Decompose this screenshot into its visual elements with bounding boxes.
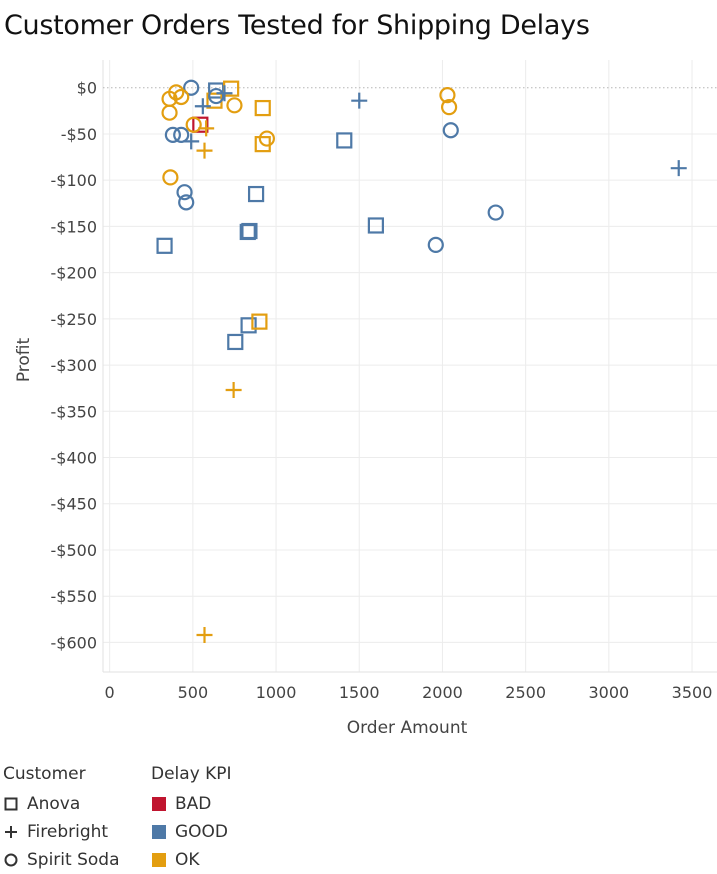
legend-item-ok[interactable]: OK bbox=[151, 846, 232, 874]
point-spirit-soda[interactable] bbox=[162, 169, 179, 186]
point-spirit-soda[interactable] bbox=[487, 204, 504, 221]
legend-label: GOOD bbox=[175, 822, 229, 842]
x-tick-label: 2500 bbox=[505, 683, 546, 702]
y-tick-label: -$400 bbox=[51, 449, 98, 468]
y-axis-title: Profit bbox=[14, 337, 34, 382]
y-tick-label: -$600 bbox=[51, 633, 98, 652]
color-swatch-bad bbox=[151, 796, 167, 812]
x-tick-label: 3000 bbox=[588, 683, 629, 702]
legend-label: Firebright bbox=[27, 822, 109, 842]
point-spirit-soda[interactable] bbox=[161, 104, 178, 121]
point-anova[interactable] bbox=[192, 116, 209, 133]
point-spirit-soda[interactable] bbox=[427, 236, 444, 253]
point-firebright[interactable] bbox=[216, 85, 233, 102]
x-tick-label: 500 bbox=[178, 683, 209, 702]
plus-icon bbox=[3, 824, 19, 840]
y-tick-label: -$500 bbox=[51, 541, 98, 560]
point-spirit-soda[interactable] bbox=[226, 97, 243, 114]
chart-title: Customer Orders Tested for Shipping Dela… bbox=[4, 10, 590, 41]
y-tick-label: -$300 bbox=[51, 356, 98, 375]
shape-legend-title: Customer bbox=[3, 764, 86, 784]
legend-item-spirit-soda[interactable]: Spirit Soda bbox=[3, 846, 120, 874]
legend-item-firebright[interactable]: Firebright bbox=[3, 818, 120, 846]
point-anova[interactable] bbox=[240, 317, 257, 334]
point-anova[interactable] bbox=[247, 185, 265, 203]
y-tick-label: -$550 bbox=[51, 587, 98, 606]
point-spirit-soda[interactable] bbox=[441, 99, 458, 116]
x-tick-label: 2000 bbox=[422, 683, 463, 702]
point-spirit-soda[interactable] bbox=[439, 87, 456, 104]
point-spirit-soda[interactable] bbox=[183, 79, 200, 96]
x-tick-label: 1500 bbox=[339, 683, 380, 702]
y-tick-label: -$450 bbox=[51, 495, 98, 514]
legend-label: Spirit Soda bbox=[27, 850, 120, 870]
x-axis-title: Order Amount bbox=[347, 718, 468, 738]
y-tick-label: -$100 bbox=[51, 171, 98, 190]
y-tick-label: -$200 bbox=[51, 264, 98, 283]
y-axis-ticks: $0 -$50 -$100 -$150 -$200 -$250 -$300 -$350 -$40… bbox=[51, 79, 98, 653]
y-tick-label: -$150 bbox=[51, 217, 98, 236]
point-spirit-soda[interactable] bbox=[173, 126, 190, 143]
color-swatch-good bbox=[151, 824, 167, 840]
point-anova[interactable] bbox=[336, 132, 353, 149]
legend-label: OK bbox=[175, 850, 200, 870]
shape-legend: Customer Anova Firebright Spirit Soda bbox=[3, 764, 120, 874]
point-spirit-soda[interactable] bbox=[208, 87, 225, 105]
x-tick-label: 0 bbox=[105, 683, 115, 702]
point-spirit-soda[interactable] bbox=[173, 88, 190, 106]
y-tick-label: -$250 bbox=[51, 310, 98, 329]
point-spirit-soda[interactable] bbox=[164, 126, 181, 143]
legend-item-good[interactable]: GOOD bbox=[151, 818, 232, 846]
grid-lines bbox=[102, 60, 717, 673]
legend-label: BAD bbox=[175, 794, 212, 814]
legend-item-bad[interactable]: BAD bbox=[151, 790, 232, 818]
point-firebright[interactable] bbox=[670, 160, 687, 177]
point-spirit-soda[interactable] bbox=[168, 84, 185, 101]
point-spirit-soda[interactable] bbox=[442, 122, 459, 139]
point-spirit-soda[interactable] bbox=[176, 184, 193, 201]
circle-icon bbox=[3, 852, 19, 868]
color-legend-title: Delay KPI bbox=[151, 764, 232, 784]
point-anova[interactable] bbox=[227, 333, 244, 351]
legend-item-anova[interactable]: Anova bbox=[3, 790, 120, 818]
point-spirit-soda[interactable] bbox=[185, 116, 202, 133]
y-tick-label: -$50 bbox=[61, 125, 97, 144]
point-firebright[interactable] bbox=[225, 382, 242, 399]
data-points bbox=[156, 79, 687, 644]
point-firebright[interactable] bbox=[196, 627, 213, 644]
x-axis-ticks: 0 500 1000 1500 2000 2500 3000 3500 bbox=[105, 683, 713, 702]
point-anova[interactable] bbox=[239, 223, 256, 241]
square-icon bbox=[3, 796, 19, 812]
legend-label: Anova bbox=[27, 794, 81, 814]
point-firebright[interactable] bbox=[196, 142, 213, 159]
x-tick-label: 1000 bbox=[256, 683, 297, 702]
y-tick-label: $0 bbox=[77, 79, 97, 98]
point-anova[interactable] bbox=[251, 313, 268, 330]
point-anova[interactable] bbox=[367, 217, 384, 234]
point-spirit-soda[interactable] bbox=[258, 130, 275, 147]
x-tick-label: 3500 bbox=[672, 683, 713, 702]
scatter-chart: $0 -$50 -$100 -$150 -$200 -$250 -$300 -$350 -$40… bbox=[14, 60, 717, 738]
y-tick-label: -$350 bbox=[51, 402, 98, 421]
color-legend: Delay KPI BAD GOOD OK bbox=[151, 764, 232, 874]
color-swatch-ok bbox=[151, 852, 167, 868]
point-firebright[interactable] bbox=[351, 92, 368, 109]
point-anova[interactable] bbox=[254, 99, 271, 117]
point-spirit-soda[interactable] bbox=[178, 194, 195, 211]
point-anova[interactable] bbox=[156, 237, 173, 254]
point-firebright[interactable] bbox=[194, 98, 211, 115]
